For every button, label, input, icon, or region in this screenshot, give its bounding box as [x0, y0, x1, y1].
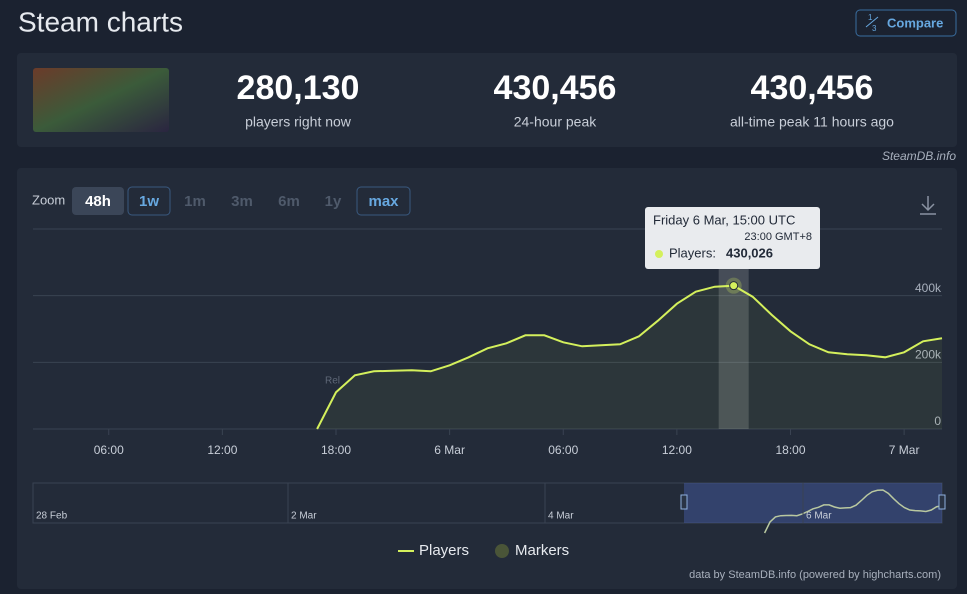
stat-label: players right now: [245, 114, 352, 130]
stat-label: all-time peak 11 hours ago: [730, 114, 894, 130]
stat-label: 24-hour peak: [514, 114, 598, 130]
zoom-button-label[interactable]: 48h: [85, 193, 111, 210]
annotation: Rel: [325, 376, 340, 387]
navigator-handle[interactable]: [938, 494, 946, 510]
tooltip-subtitle: 23:00 GMT+8: [744, 231, 812, 243]
tooltip-swatch: [655, 250, 663, 258]
compare-icon: [865, 16, 879, 28]
compare-icon: 1: [868, 13, 873, 22]
series-line: [316, 284, 943, 430]
zoom-button[interactable]: [356, 186, 411, 216]
tooltip: [645, 207, 820, 269]
zoom-button-label[interactable]: max: [368, 193, 399, 210]
navigator-label: 2 Mar: [291, 511, 317, 522]
legend-swatch: [495, 544, 509, 558]
x-tick-label: 12:00: [662, 443, 692, 457]
plot: 0 200k 400k 06:00 12:00 18:00 6 Mar 06:00 12:00 1…: [32, 207, 946, 581]
stat-value: 430,456: [751, 69, 874, 107]
x-tick-label: 12:00: [207, 443, 237, 457]
zoom-label: Zoom: [32, 192, 65, 207]
zoom-button-label[interactable]: 3m: [231, 193, 253, 210]
x-tick-label: 18:00: [775, 443, 805, 457]
navigator-label: 6 Mar: [806, 511, 832, 522]
navigator-label: 28 Feb: [36, 511, 68, 522]
zoom-bar: Zoom: [32, 192, 65, 207]
x-tick-label: 06:00: [548, 443, 578, 457]
navigator-label: 4 Mar: [548, 511, 574, 522]
y-tick-label: 0: [934, 414, 941, 428]
compare-button[interactable]: [855, 9, 957, 37]
zoom-button[interactable]: [127, 186, 171, 216]
footer: data by SteamDB.info (powered by highcha…: [689, 569, 941, 581]
stats-panel: [17, 53, 957, 147]
x-tick-label: 18:00: [321, 443, 351, 457]
stat-value: 430,456: [494, 69, 617, 107]
credit: SteamDB.info: [882, 149, 956, 163]
zoom-button-label[interactable]: 1y: [325, 193, 342, 210]
y-tick-label: 200k: [915, 348, 942, 362]
zoom-button[interactable]: [72, 187, 124, 215]
tooltip-series: Players:: [669, 245, 716, 260]
zoom-button-label[interactable]: 6m: [278, 193, 300, 210]
chart-panel: [17, 168, 957, 589]
x-tick-label: 06:00: [94, 443, 124, 457]
tooltip-value: 430,026: [726, 245, 773, 260]
navigator-handle[interactable]: [680, 494, 688, 510]
x-tick-label: 7 Mar: [889, 443, 920, 457]
navigator-line: [763, 489, 943, 534]
x-tick-label: 6 Mar: [434, 443, 465, 457]
zoom-button-label[interactable]: 1m: [184, 193, 206, 210]
page-title: Steam charts: [18, 6, 183, 37]
series-area: [317, 285, 942, 429]
legend-label[interactable]: Markers: [515, 542, 569, 559]
compare-label[interactable]: Compare: [887, 15, 943, 30]
game-image: [33, 68, 169, 132]
download-icon[interactable]: [920, 196, 936, 215]
hover-point: [729, 281, 739, 291]
y-tick-label: 400k: [915, 281, 942, 295]
compare-icon: 3: [872, 24, 877, 33]
tooltip-title: Friday 6 Mar, 15:00 UTC: [653, 212, 795, 227]
zoom-button-label[interactable]: 1w: [139, 193, 159, 210]
legend-label[interactable]: Players: [419, 542, 469, 559]
stat-value: 280,130: [237, 69, 360, 107]
